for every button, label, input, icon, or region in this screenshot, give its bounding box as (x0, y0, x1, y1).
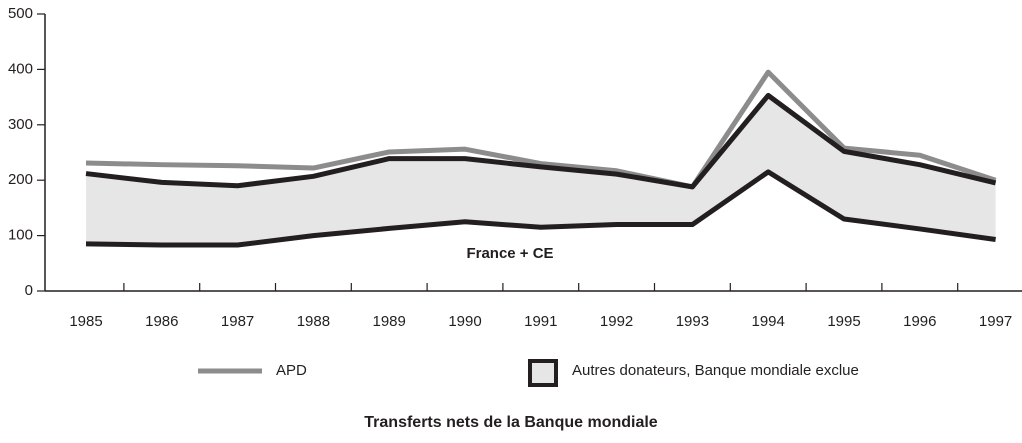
x-tick-label: 1996 (903, 313, 936, 330)
y-tick-label: 0 (25, 282, 33, 299)
y-tick-label: 500 (8, 5, 33, 22)
x-tick-label: 1990 (448, 313, 481, 330)
y-tick-label: 100 (8, 227, 33, 244)
line (85, 69, 997, 190)
x-tick-label: 1991 (524, 313, 557, 330)
legend-label: Autres donateurs, Banque mondiale exclue (572, 362, 859, 379)
legend-swatch (528, 359, 558, 387)
x-tick-label: 1995 (827, 313, 860, 330)
x-tick-label: 1992 (600, 313, 633, 330)
y-tick-label: 400 (8, 60, 33, 77)
line (85, 169, 996, 248)
annotation: France + CE (466, 245, 553, 262)
line (85, 92, 997, 190)
y-tick-label: 200 (8, 171, 33, 188)
x-tick-label: 1997 (979, 313, 1012, 330)
y-tick-label: 300 (8, 116, 33, 133)
x-tick-label: 1987 (221, 313, 254, 330)
x-tick-label: 1994 (752, 313, 785, 330)
x-tick-label: 1988 (297, 313, 330, 330)
x-tick-label: 1986 (145, 313, 178, 330)
x-tick-label: 1985 (69, 313, 102, 330)
x-tick-label: 1989 (373, 313, 406, 330)
chart-title: Transferts nets de la Banque mondiale (364, 414, 658, 431)
legend-label: APD (276, 362, 307, 379)
x-tick-label: 1993 (676, 313, 709, 330)
area (86, 95, 996, 246)
